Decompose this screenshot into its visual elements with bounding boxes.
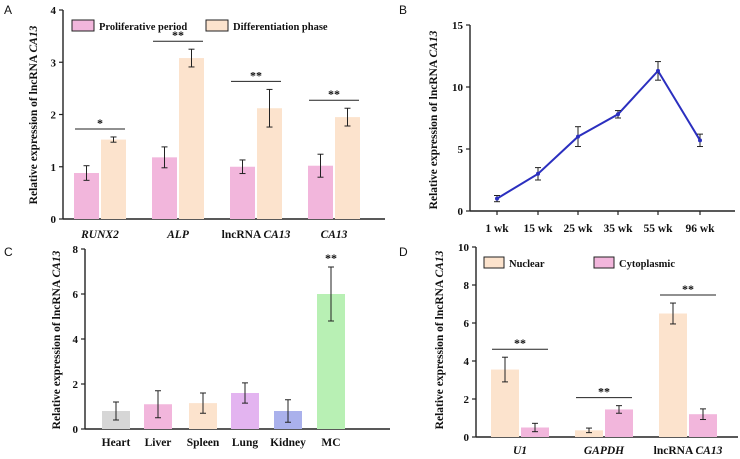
a-bar (230, 166, 255, 219)
d-y-tick-label: 8 (464, 280, 470, 292)
chart-d: 0 2 4 6 8 10 Relative expression of lncRNA CA1… (434, 242, 738, 457)
b-y-tick-label: 0 (458, 206, 464, 218)
a-significance-label: ** (172, 28, 184, 42)
b-category-label: 25 wk (563, 223, 593, 235)
b-data-point (576, 134, 580, 139)
b-category-label: 55 wk (643, 223, 673, 235)
d-category-label: GAPDH (584, 445, 625, 457)
c-y-tick-label: 2 (73, 379, 79, 391)
d-legend-label-nuclear: Nuclear (509, 259, 545, 270)
d-category-label: lncRNA CA13 (654, 445, 723, 457)
chart-a: 0 1 2 3 4 Relative expression of lncRNA CA13 *… (28, 5, 385, 241)
a-y-tick-label: 3 (51, 57, 57, 69)
a-bar (179, 58, 204, 219)
c-y-tick-label: 4 (73, 334, 79, 346)
d-bar (575, 430, 603, 437)
b-category-label: 1 wk (485, 223, 509, 235)
b-data-point (616, 112, 620, 117)
c-significance-label: ** (325, 251, 337, 265)
c-y-tick-label: 8 (73, 244, 79, 256)
a-category-label: ALP (166, 229, 190, 241)
a-category-label: CA13 (321, 229, 348, 241)
c-y-tick-label: 0 (73, 424, 79, 436)
d-significance-label: ** (598, 385, 610, 399)
a-y-tick-label: 2 (51, 110, 57, 122)
d-bar (659, 313, 687, 437)
a-y-axis-label: Relative expression of lncRNA CA13 (28, 25, 40, 204)
c-category-label: Liver (145, 437, 172, 449)
panel-label-b: B (399, 3, 407, 17)
chart-b: 0 5 10 15 Relative expression of lncRNA CA13… (428, 20, 735, 235)
b-y-axis-label: Relative expression of lncRNA CA13 (428, 30, 440, 209)
chart-c: 0 2 4 6 8 Relative expression of lncRNA CA13 H… (51, 244, 390, 449)
c-category-label: Spleen (187, 437, 220, 449)
a-legend-label-proliferative: Proliferative period (99, 22, 187, 33)
d-y-tick-label: 2 (464, 394, 470, 406)
d-y-tick-label: 0 (464, 432, 470, 444)
d-significance-label: ** (682, 282, 694, 296)
d-bar (689, 414, 717, 437)
b-data-point (656, 68, 660, 73)
d-significance-label: ** (514, 336, 526, 350)
b-category-label: 96 wk (685, 223, 715, 235)
d-y-tick-label: 4 (464, 356, 470, 368)
d-bar (521, 427, 549, 437)
b-y-tick-label: 5 (458, 144, 464, 156)
d-y-tick-label: 10 (458, 242, 470, 254)
d-bar (605, 409, 633, 437)
a-category-label: lncRNA CA13 (222, 229, 291, 241)
a-significance-label: * (97, 116, 103, 130)
panel-label-c: C (4, 245, 13, 259)
d-y-axis-label: Relative expression of lncRNA CA13 (434, 250, 446, 429)
b-category-label: 35 wk (603, 223, 633, 235)
b-category-label: 15 wk (523, 223, 553, 235)
c-category-label: MC (321, 437, 340, 449)
a-legend-swatch-differentiation (205, 19, 229, 32)
b-y-tick-label: 15 (452, 20, 464, 32)
a-significance-label: ** (250, 68, 262, 82)
a-category-label: RUNX2 (80, 229, 119, 241)
c-category-label: Heart (102, 437, 131, 449)
c-y-tick-label: 6 (73, 289, 79, 301)
d-y-tick-label: 6 (464, 318, 470, 330)
a-significance-label: ** (328, 87, 340, 101)
b-y-tick-label: 10 (452, 82, 464, 94)
a-y-tick-label: 1 (51, 162, 57, 174)
b-series-line (496, 69, 701, 200)
d-category-label: U1 (513, 445, 527, 457)
c-y-axis-label: Relative expression of lncRNA CA13 (51, 250, 63, 429)
b-data-point (495, 196, 499, 201)
a-bar (335, 117, 360, 219)
panel-label-d: D (399, 245, 408, 259)
b-data-point (536, 171, 540, 176)
c-category-label: Lung (232, 437, 258, 449)
a-y-tick-label: 4 (51, 5, 57, 17)
d-legend-label-cytoplasmic: Cytoplasmic (619, 259, 675, 270)
a-y-tick-label: 0 (51, 214, 57, 226)
b-data-point (698, 138, 702, 143)
d-legend-swatch-cytoplasmic (593, 256, 615, 269)
panel-label-a: A (4, 3, 12, 17)
d-legend-swatch-nuclear (483, 256, 505, 269)
a-legend-swatch-proliferative (71, 19, 95, 32)
a-bar (101, 139, 126, 219)
c-category-label: Kidney (270, 437, 306, 449)
a-legend-label-differentiation: Differentiation phase (233, 22, 328, 33)
